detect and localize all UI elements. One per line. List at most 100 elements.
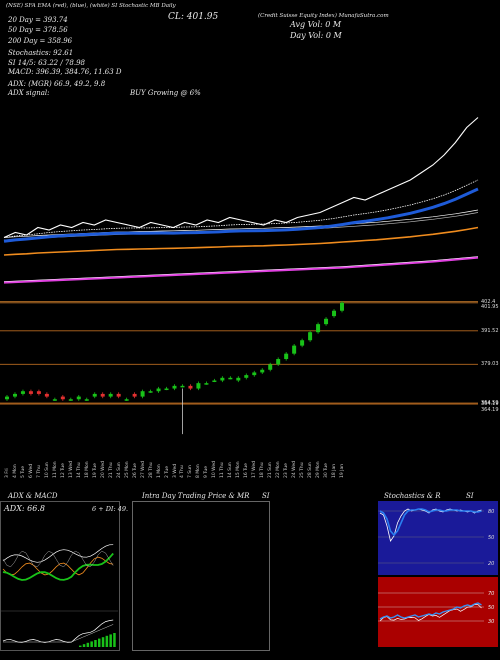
rsi-line (379, 602, 482, 620)
date-tick-label: 23 Tue (284, 463, 290, 478)
avg-vol-label: Avg Vol: 0 M (290, 20, 342, 29)
candle-body (156, 388, 161, 392)
rsi-tick-label: 30 (488, 619, 494, 625)
date-tick-label: 28 Thu (148, 462, 154, 478)
date-tick-label: 18 Mon (84, 461, 90, 478)
stochastics-si-label: SI (466, 492, 474, 500)
candle-body (28, 391, 33, 394)
macd-line (2, 619, 114, 643)
macd-label: MACD: 396.39, 384.76, 11.63 D (8, 68, 122, 76)
adx-indicator-chart (0, 544, 118, 647)
candle-body (116, 393, 121, 397)
candle-body (84, 399, 89, 401)
macd-histogram-bar (79, 645, 82, 647)
macd-histogram-bar (109, 634, 112, 647)
candle-body (52, 399, 57, 401)
date-tick-label: 30 Tue (324, 463, 330, 478)
date-tick-label: 24 Wed (292, 461, 298, 478)
ema-200-highlight (3, 256, 479, 282)
candle-body (220, 377, 225, 381)
candle-body (180, 385, 185, 388)
date-tick-label: 6 Wed (28, 463, 34, 478)
di-minus-line (2, 556, 114, 576)
candle-body (308, 332, 313, 341)
date-tick-label: 19 Jan (340, 463, 345, 478)
day-vol-label: Day Vol: 0 M (290, 31, 342, 40)
date-tick-label: 7 Thu (36, 465, 42, 478)
macd-histogram-bar (94, 640, 97, 647)
candle-body (316, 324, 321, 333)
stoch-d-line (379, 508, 482, 537)
stoch-tick-label: 80 (488, 509, 494, 515)
date-tick-label: 12 Tue (60, 463, 66, 478)
price-level-label: 402.4 (481, 298, 496, 305)
candle-body (12, 393, 17, 397)
date-tick-label: 20 Wed (100, 461, 106, 478)
adx-macd-panel (0, 501, 120, 651)
date-tick-label: 3 Fri (5, 468, 10, 478)
date-tick-label: 14 Sun (228, 462, 234, 478)
adx-label: ADX: (MGR) 66.9, 49.2, 9.8 (8, 80, 106, 88)
date-tick-label: 17 Wed (252, 461, 258, 478)
date-tick-label: 21 Sun (268, 462, 274, 478)
intraday-title: Intra Day Trading Price & MR (142, 492, 250, 500)
date-tick-label: 5 Tue (20, 466, 26, 478)
date-tick-label: 19 Tue (92, 463, 98, 478)
ema-200-line (3, 256, 479, 284)
macd-histogram-bar (98, 638, 101, 647)
macd-signal-line (3, 624, 114, 643)
adx-value-label: ADX: 66.8 (4, 504, 45, 513)
candle-body (292, 345, 297, 354)
candlestick-chart (0, 301, 478, 435)
candle-body (5, 396, 9, 400)
macd-histogram-bar (105, 635, 109, 647)
candle-body (276, 359, 281, 365)
price-level-label: 391.52 (481, 327, 499, 334)
credit-label: (Credit Suisse Equity Index) MunafaSutra… (258, 13, 389, 19)
date-tick-label: 13 Wed (68, 461, 74, 478)
rsi-secondary-line (379, 604, 482, 622)
stochastics-title: Stochastics & R (384, 492, 441, 500)
candle-body (332, 310, 337, 317)
candle-body (20, 391, 25, 394)
candle-body (188, 385, 193, 389)
macd-histogram-bar (101, 637, 105, 647)
macd-histogram-bar (90, 641, 93, 647)
date-tick-label: 15 Mon (236, 461, 242, 478)
rsi-tick-label: 50 (488, 605, 494, 611)
di-plus-line (2, 544, 114, 563)
date-tick-label: 1 Mon (156, 464, 162, 478)
si-label: SI 14/5: 63.22 / 78.98 (8, 59, 85, 67)
macd-histogram-bar (82, 644, 86, 647)
candle-body (204, 383, 209, 385)
candle-body (300, 340, 305, 346)
date-tick-label: 18 Jan (332, 463, 338, 478)
stoch-tick-label: 20 (488, 561, 494, 567)
date-tick-label: 22 Mon (276, 461, 282, 478)
date-tick-label: 18 Thu (260, 462, 266, 478)
date-tick-label: 10 Wed (212, 461, 218, 478)
price-level-label: 364.19 (481, 401, 499, 408)
price-level-label: 364.19 (481, 407, 499, 414)
adx-line (2, 552, 114, 581)
date-tick-label: 14 Thu (76, 462, 82, 478)
stoch-tick-label: 50 (488, 535, 494, 541)
date-tick-label: 2 Tue (164, 466, 170, 478)
price-line (3, 117, 479, 239)
candle-body (260, 369, 265, 373)
stoch-bg (378, 501, 498, 575)
price-level-label: 364.59 (481, 400, 499, 407)
candle-body (324, 318, 329, 325)
candle-body (92, 393, 97, 397)
candle-body (340, 302, 344, 311)
rsi-bg (378, 577, 498, 647)
close-label: CL: 401.95 (168, 12, 219, 22)
candle-body (212, 380, 217, 382)
rsi-chart: 70 50 30 (378, 577, 498, 647)
ema-orange-line (3, 226, 479, 256)
date-tick-label: 16 Tue (244, 463, 250, 478)
date-tick-label: 27 Wed (140, 461, 146, 478)
ema-blue-line (3, 187, 479, 243)
intraday-si-label: SI (262, 492, 270, 500)
